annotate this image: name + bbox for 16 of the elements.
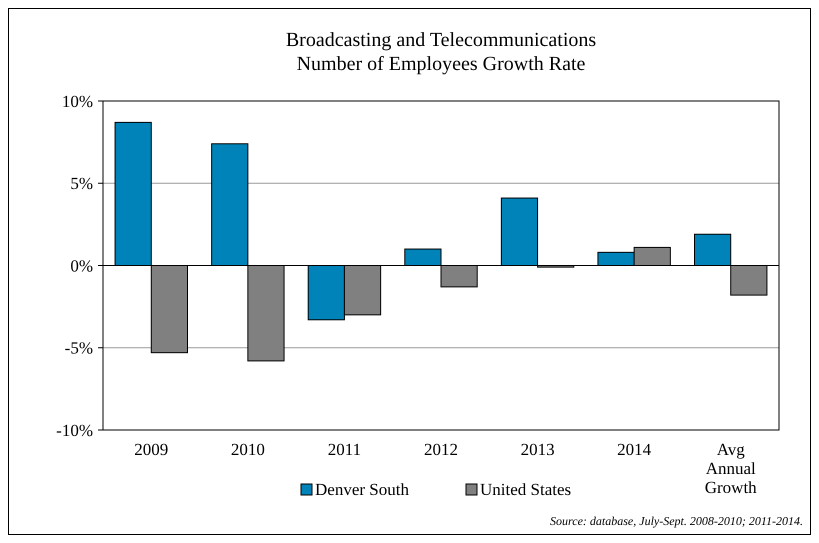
x-tick-label: 2013 <box>520 440 555 459</box>
y-tick-label: -5% <box>64 338 93 358</box>
legend-label: Denver South <box>315 480 410 499</box>
x-tick-label: 2012 <box>424 440 458 459</box>
y-tick-label: 10% <box>62 92 93 111</box>
chart-title: Broadcasting and Telecommunications Number of Employees Growth Rate <box>286 29 596 75</box>
source-note: Source: database, July-Sept. 2008-2010; 2011-2014. <box>550 514 803 528</box>
x-tick-label: 2011 <box>328 440 362 459</box>
x-tick-label: 2014 <box>617 440 652 459</box>
x-tick-label: Avg Annual Growth <box>704 440 758 497</box>
x-tick-label: 2009 <box>134 440 168 459</box>
y-tick-label: 5% <box>70 174 93 194</box>
legend-label: United States <box>480 480 572 499</box>
y-tick-label: -10% <box>56 420 93 440</box>
y-tick-label: 0% <box>70 256 93 276</box>
x-tick-label: 2010 <box>230 440 265 459</box>
